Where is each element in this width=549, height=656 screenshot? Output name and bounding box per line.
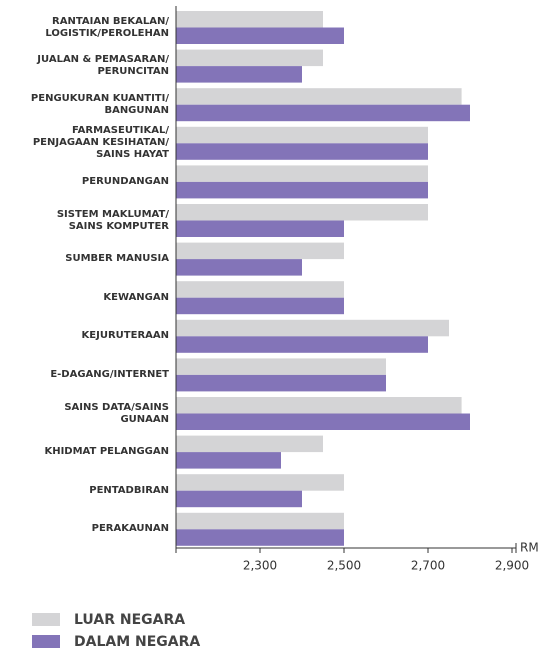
category-label: E-DAGANG/INTERNET: [50, 368, 169, 380]
bar: [176, 11, 323, 28]
bar: [176, 49, 323, 67]
legend-swatch: [32, 613, 60, 626]
legend-label: DALAM NEGARA: [74, 634, 201, 650]
bar: [176, 143, 428, 160]
bar: [176, 66, 302, 83]
category-label: SUMBER MANUSIA: [65, 253, 169, 265]
category-label: SISTEM MAKLUMAT/ SAINS KOMPUTER: [56, 208, 169, 232]
x-tick-label: 2,900: [495, 559, 529, 573]
bar: [176, 27, 344, 44]
category-label: RANTAIAN BEKALAN/ LOGISTIK/PEROLEHAN: [45, 15, 169, 39]
category-label: JUALAN & PEMASARAN/ PERUNCITAN: [37, 54, 169, 78]
bar: [176, 242, 344, 260]
bar: [176, 165, 428, 182]
x-tick-label: 2,500: [327, 559, 361, 573]
category-label: PENTADBIRAN: [89, 484, 169, 496]
bar: [176, 512, 344, 530]
legend-label: LUAR NEGARA: [74, 612, 186, 628]
bar: [176, 88, 462, 105]
bar: [176, 319, 449, 337]
bar: [176, 374, 386, 392]
bar: [176, 204, 428, 221]
bar: [176, 281, 344, 298]
x-tick-label: 2,300: [243, 559, 277, 573]
bar: [176, 529, 344, 546]
bar: [176, 259, 302, 276]
category-label: PENGUKURAN KUANTITI/ BANGUNAN: [30, 92, 169, 116]
category-label: KEJURUTERAAN: [81, 330, 169, 342]
bar: [176, 336, 428, 353]
bar: [176, 490, 302, 508]
bar: [176, 220, 344, 237]
category-label: KEWANGAN: [103, 291, 169, 303]
x-axis-label: RM: [520, 541, 539, 555]
bar: [176, 474, 344, 491]
bar: [176, 452, 281, 469]
category-label: SAINS DATA/SAINS GUNAAN: [64, 401, 169, 425]
bar: [176, 435, 323, 453]
category-label: PERAKAUNAN: [91, 523, 169, 535]
bar: [176, 397, 462, 414]
bar: [176, 181, 428, 199]
category-label: FARMASEUTIKAL/ PENJAGAAN KESIHATAN/ SAIN…: [32, 125, 169, 161]
bar: [176, 297, 344, 315]
category-label: KHIDMAT PELANGGAN: [44, 446, 169, 458]
category-label: PERUNDANGAN: [81, 175, 169, 187]
bar: [176, 358, 386, 375]
bar: [176, 104, 470, 122]
x-tick-label: 2,700: [411, 559, 445, 573]
bar: [176, 413, 470, 430]
legend-swatch: [32, 635, 60, 648]
bar: [176, 126, 428, 144]
